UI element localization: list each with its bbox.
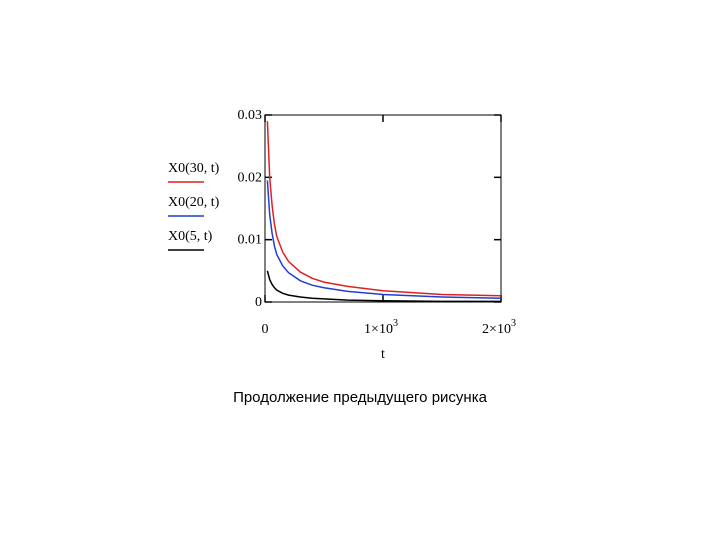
figure-caption: Продолжение предыдущего рисунка [233, 389, 487, 406]
y-tick-labels: 0 0.01 0.02 0.03 [238, 108, 263, 310]
legend-label-1: X0(20, t) [168, 195, 220, 210]
series-line-1 [266, 180, 502, 300]
legend-label-0: X0(30, t) [168, 161, 220, 176]
x-axis-label: t [381, 347, 385, 362]
series-line-0 [266, 121, 502, 297]
y-tick-label-3: 0.03 [238, 108, 263, 123]
y-tick-label-1: 0.01 [238, 233, 263, 248]
series-layer [266, 121, 502, 303]
x-tick-label-2: 2×103 [482, 318, 516, 337]
plot-frame [264, 114, 502, 303]
y-tick-label-0: 0 [255, 295, 262, 310]
y-tick-label-2: 0.02 [238, 170, 263, 185]
series-line-2 [266, 270, 501, 303]
legend: X0(30, t) X0(20, t) X0(5, t) [168, 161, 220, 251]
x-tick-label-1: 1×103 [364, 318, 398, 337]
x-tick-labels: 0 1×103 2×103 [262, 318, 516, 337]
legend-label-2: X0(5, t) [168, 229, 213, 244]
x-tick-label-0: 0 [262, 322, 269, 337]
tick-marks [264, 114, 502, 303]
